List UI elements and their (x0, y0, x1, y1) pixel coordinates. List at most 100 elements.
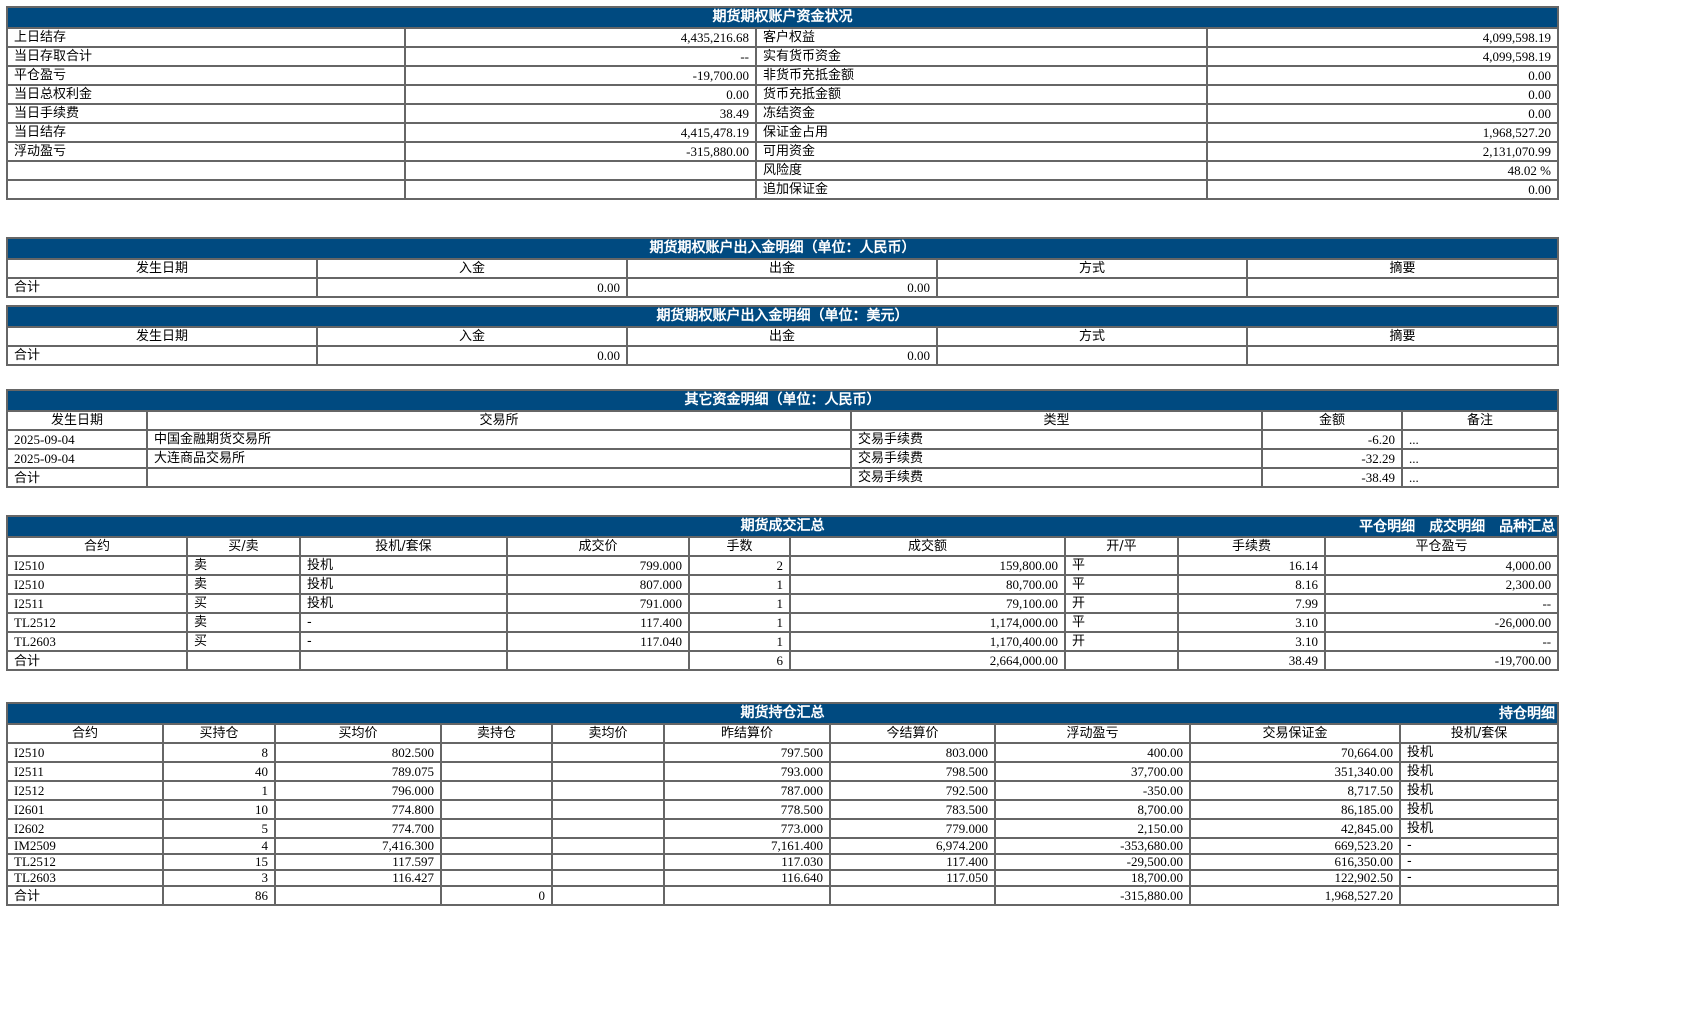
table-cell (551, 761, 665, 782)
table-cell: 0.00 (1206, 103, 1559, 124)
table-cell: 合计 (6, 277, 318, 298)
link-0[interactable]: 平仓明细 (1359, 519, 1416, 535)
table-cell: 1,968,527.20 (1206, 122, 1559, 143)
table-cell: 上日结存 (6, 27, 406, 48)
table-cell: 6 (688, 650, 791, 671)
table-cell: 18,700.00 (994, 869, 1191, 887)
table-cell: 37,700.00 (994, 761, 1191, 782)
table-cell: 合计 (6, 885, 164, 906)
column-header: 手数 (688, 536, 791, 557)
table-cell: 1 (688, 574, 791, 595)
link-0[interactable]: 持仓明细 (1499, 706, 1556, 722)
table-cell: 可用资金 (755, 141, 1208, 162)
table-cell: I2511 (6, 593, 188, 614)
table-cell (6, 160, 406, 181)
table-row: 合计 0.00 0.00 (6, 277, 1559, 298)
column-header: 类型 (850, 410, 1263, 431)
table-cell: 798.500 (829, 761, 996, 782)
table-cell: 4 (162, 837, 276, 855)
table-cell: 400.00 (994, 742, 1191, 763)
table-cell (551, 853, 665, 871)
table-cell: TL2512 (6, 612, 188, 633)
table-cell: 平 (1064, 574, 1179, 595)
table-cell (440, 799, 553, 820)
section-title: 其它资金明细（单位：人民币） (6, 389, 1559, 412)
link-2[interactable]: 品种汇总 (1499, 519, 1556, 535)
table-cell: 4,099,598.19 (1206, 27, 1559, 48)
table-cell (440, 869, 553, 887)
table-row: TL2603 买 -117.040 1 1,170,400.00 开 3.10 -- (6, 631, 1560, 652)
table-row: I2601 10 774.800 778.500 783.500 8,700.00 86,1… (6, 799, 1560, 820)
table-cell: TL2603 (6, 869, 164, 887)
table-cell: - (1398, 869, 1560, 887)
positions-summary-table: 期货持仓汇总 持仓明细 合约 买持仓 买均价 卖持仓 卖均价 昨结算价 今结算价 浮动盈亏 交易保证… (5, 702, 1560, 906)
table-cell (551, 818, 665, 839)
table-row: TL2512 卖 -117.400 1 1,174,000.00 平 3.10 -26,000… (6, 612, 1560, 633)
section-title: 期货期权账户资金状况 (6, 6, 1559, 29)
table-cell: I2601 (6, 799, 164, 820)
table-cell (440, 818, 553, 839)
table-cell (1064, 650, 1179, 671)
table-cell: 开 (1064, 631, 1179, 652)
table-cell (440, 780, 553, 801)
table-cell: 平仓盈亏 (6, 65, 406, 86)
table-cell: 1,968,527.20 (1189, 885, 1401, 906)
table-cell: I2510 (6, 574, 188, 595)
table-cell: 4,099,598.19 (1206, 46, 1559, 67)
table-cell: I2510 (6, 555, 188, 576)
table-cell: 2025-09-04 (6, 429, 148, 450)
table-cell: 802.500 (274, 742, 442, 763)
table-cell: ... (1401, 448, 1559, 469)
column-header: 卖均价 (551, 723, 665, 744)
table-cell: 40 (162, 761, 276, 782)
table-cell: 0.00 (316, 345, 628, 366)
table-cell: 3.10 (1177, 631, 1326, 652)
table-cell: I2602 (6, 818, 164, 839)
table-cell: 非货币充抵金额 (755, 65, 1208, 86)
table-cell: 797.500 (663, 742, 831, 763)
table-cell: 8.16 (1177, 574, 1326, 595)
table-row: TL2512 15 117.597 117.030 117.400 -29,500.00 6… (6, 853, 1560, 871)
table-cell: 中国金融期货交易所 (146, 429, 852, 450)
link-1[interactable]: 成交明细 (1429, 519, 1486, 535)
column-header: 卖持仓 (440, 723, 553, 744)
table-cell: 卖 (186, 574, 301, 595)
table-row: 当日结存 4,415,478.19 保证金占用 1,968,527.20 (6, 122, 1559, 143)
table-cell: 追加保证金 (755, 179, 1208, 200)
column-header: 方式 (936, 258, 1248, 279)
table-cell: 0.00 (626, 277, 938, 298)
column-header: 交易保证金 (1189, 723, 1401, 744)
table-cell: 774.800 (274, 799, 442, 820)
table-cell: -315,880.00 (404, 141, 757, 162)
table-cell: 投机 (1398, 818, 1560, 839)
column-header: 发生日期 (6, 258, 318, 279)
table-row: 合计 6 2,664,000.00 38.49 -19,700.00 (6, 650, 1560, 671)
table-cell (936, 277, 1248, 298)
table-cell: -353,680.00 (994, 837, 1191, 855)
table-cell: 合计 (6, 650, 188, 671)
table-row: 2025-09-04 中国金融期货交易所 交易手续费 -6.20... (6, 429, 1559, 450)
table-row: 合计 0.00 0.00 (6, 345, 1560, 366)
table-cell: 货币充抵金额 (755, 84, 1208, 105)
table-cell: 投机 (1398, 780, 1560, 801)
table-cell: 86 (162, 885, 276, 906)
table-cell: 卖 (186, 612, 301, 633)
column-header: 摘要 (1245, 326, 1560, 347)
column-header: 交易所 (146, 410, 852, 431)
table-cell: 792.500 (829, 780, 996, 801)
table-cell: -19,700.00 (404, 65, 757, 86)
table-cell: ... (1401, 429, 1559, 450)
table-cell: I2512 (6, 780, 164, 801)
table-cell (440, 742, 553, 763)
table-cell: 799.000 (506, 555, 690, 576)
column-header: 昨结算价 (663, 723, 831, 744)
table-cell: 0.00 (316, 277, 628, 298)
table-row: 2025-09-04 大连商品交易所 交易手续费 -32.29... (6, 448, 1559, 469)
table-row: 浮动盈亏 -315,880.00 可用资金 2,131,070.99 (6, 141, 1559, 162)
column-header: 成交额 (789, 536, 1066, 557)
column-header: 出金 (626, 326, 938, 347)
table-cell (440, 853, 553, 871)
table-cell: 7,161.400 (663, 837, 831, 855)
table-cell: 当日手续费 (6, 103, 406, 124)
column-header: 出金 (626, 258, 938, 279)
